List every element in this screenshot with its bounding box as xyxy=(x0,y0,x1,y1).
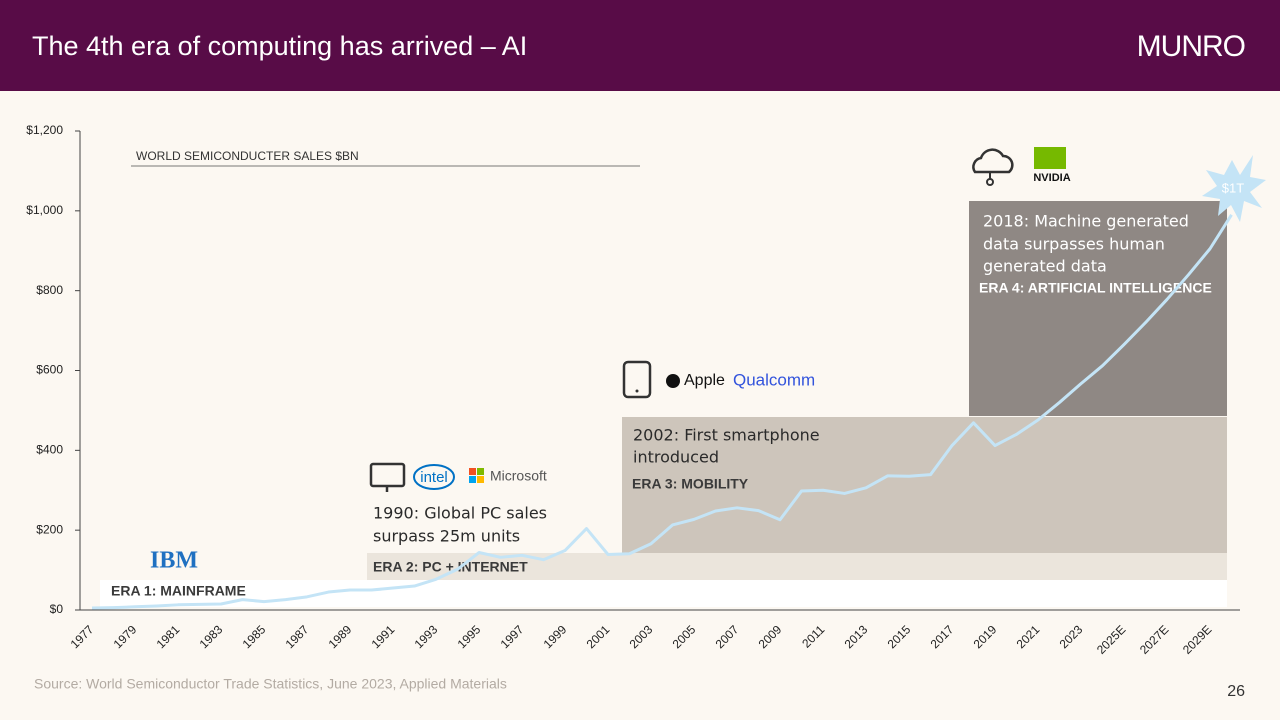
source: Source: World Semiconductor Trade Statis… xyxy=(34,676,507,692)
y-tick-label: $0 xyxy=(50,602,64,616)
logo: NVIDIA xyxy=(1033,172,1070,184)
cloud-icon xyxy=(986,178,994,186)
y-tick-label: $1,000 xyxy=(26,203,63,217)
era-band xyxy=(100,580,1227,607)
annotation: data surpasses human xyxy=(983,235,1165,254)
logo: Apple xyxy=(684,372,725,389)
logo-ring xyxy=(413,464,455,490)
annotation: introduced xyxy=(633,448,719,467)
y-tick-label: $400 xyxy=(36,443,63,457)
logo: Qualcomm xyxy=(733,370,815,389)
callout: $1T xyxy=(1222,180,1244,195)
nvidia-icon xyxy=(1034,147,1066,169)
logo: Microsoft xyxy=(490,468,547,484)
tablet-icon xyxy=(622,360,652,399)
logo-square xyxy=(469,476,476,483)
annotation: 2018: Machine generated xyxy=(983,212,1189,231)
annotation: 1990: Global PC sales xyxy=(373,504,547,523)
era-label: ERA 3: MOBILITY xyxy=(632,476,749,492)
header-bar xyxy=(0,0,1280,91)
era-label: ERA 1: MAINFRAME xyxy=(111,583,246,599)
page-number: 26 xyxy=(1227,683,1245,700)
era-label: ERA 2: PC + INTERNET xyxy=(373,559,528,575)
brand: MUNRO xyxy=(1137,30,1245,63)
logo-square xyxy=(477,468,484,475)
era-label: ERA 4: ARTIFICIAL INTELLIGENCE xyxy=(979,280,1212,296)
data-line xyxy=(91,214,1233,610)
annotation: surpass 25m units xyxy=(373,527,520,546)
apple-icon xyxy=(666,374,680,388)
tablet-icon xyxy=(635,389,639,393)
logo-square xyxy=(469,468,476,475)
era-band xyxy=(622,417,1227,553)
y-tick-label: $200 xyxy=(36,522,63,536)
annotation: generated data xyxy=(983,257,1107,276)
y-tick-label: $800 xyxy=(36,283,63,297)
era-band xyxy=(969,201,1227,416)
logo: intel xyxy=(420,469,448,486)
y-tick-label: $1,200 xyxy=(26,123,63,137)
cloud-icon xyxy=(972,148,1014,174)
y-tick-label: $600 xyxy=(36,363,63,377)
annotation: 2002: First smartphone xyxy=(633,426,820,445)
chart-title: WORLD SEMICONDUCTER SALES $BN xyxy=(136,149,359,163)
callout-burst xyxy=(1202,155,1266,222)
slide-title: The 4th era of computing has arrived – A… xyxy=(32,31,527,61)
logo-square xyxy=(477,476,484,483)
logo: IBM xyxy=(150,548,198,574)
